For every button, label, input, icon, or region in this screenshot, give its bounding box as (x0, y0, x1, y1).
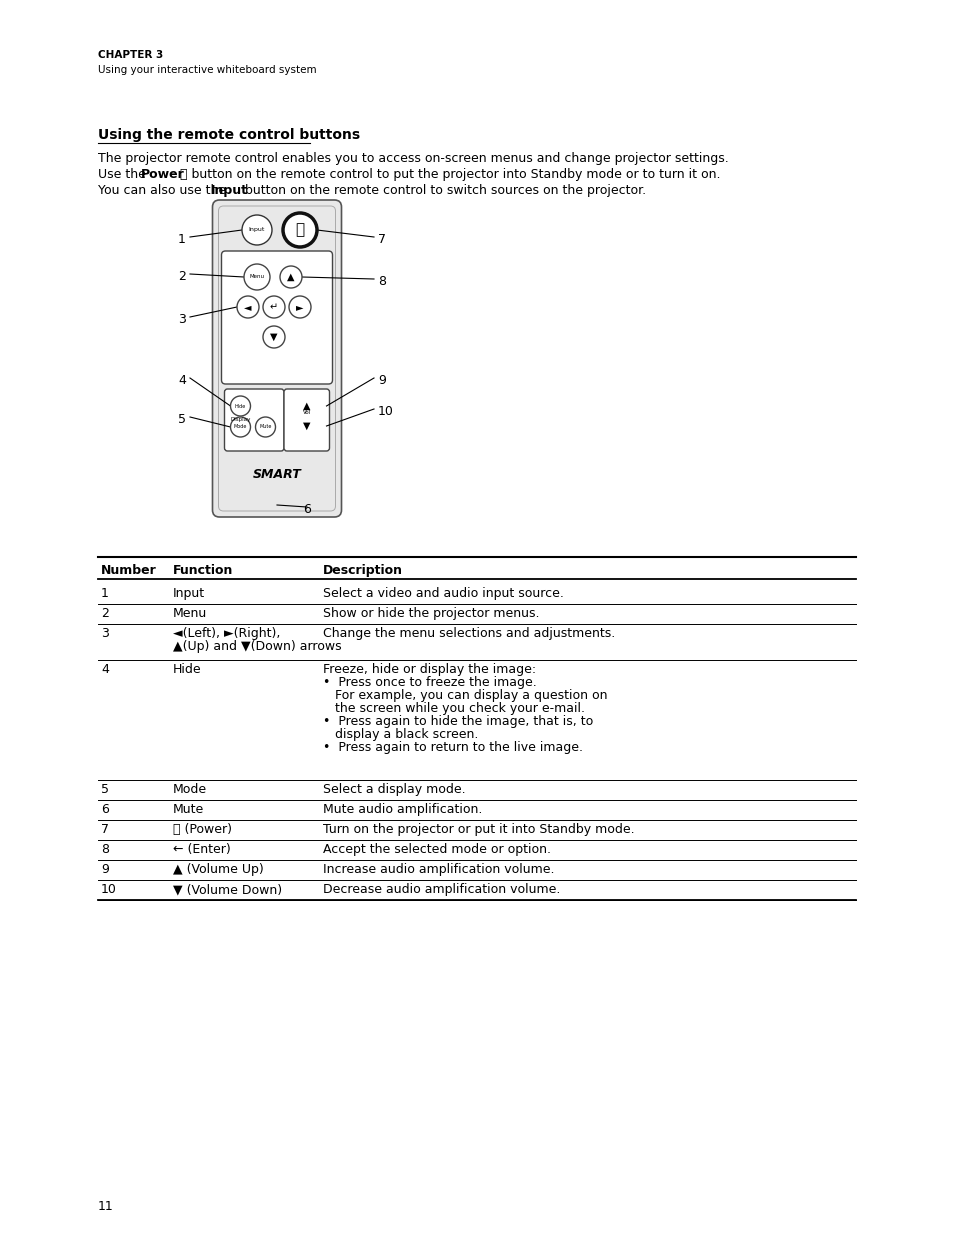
Text: 2: 2 (101, 606, 109, 620)
Text: ▼ (Volume Down): ▼ (Volume Down) (172, 883, 282, 897)
Circle shape (231, 417, 251, 437)
FancyBboxPatch shape (213, 200, 341, 517)
Circle shape (231, 396, 251, 416)
Text: •  Press again to hide the image, that is, to: • Press again to hide the image, that is… (323, 715, 593, 727)
Text: ↵: ↵ (270, 303, 277, 312)
Text: CHAPTER 3: CHAPTER 3 (98, 49, 163, 61)
Text: 2: 2 (178, 270, 186, 283)
Text: Mute: Mute (259, 425, 272, 430)
Circle shape (280, 266, 302, 288)
Text: Turn on the projector or put it into Standby mode.: Turn on the projector or put it into Sta… (323, 823, 634, 836)
Text: ▼: ▼ (270, 332, 277, 342)
Text: display a black screen.: display a black screen. (323, 727, 477, 741)
Text: Mute: Mute (172, 803, 204, 816)
Text: Use the: Use the (98, 168, 150, 182)
Text: Change the menu selections and adjustments.: Change the menu selections and adjustmen… (323, 627, 615, 640)
Text: the screen while you check your e-mail.: the screen while you check your e-mail. (323, 701, 584, 715)
Text: Using your interactive whiteboard system: Using your interactive whiteboard system (98, 65, 316, 75)
Text: 7: 7 (101, 823, 109, 836)
Text: Mute audio amplification.: Mute audio amplification. (323, 803, 482, 816)
Text: Input: Input (211, 184, 248, 198)
Text: 3: 3 (178, 312, 186, 326)
FancyBboxPatch shape (284, 389, 329, 451)
Text: Select a video and audio input source.: Select a video and audio input source. (323, 587, 563, 600)
Text: 7: 7 (377, 233, 386, 246)
Text: Function: Function (172, 564, 233, 577)
Text: Menu: Menu (250, 274, 264, 279)
Text: Number: Number (101, 564, 156, 577)
Text: 5: 5 (178, 412, 186, 426)
Text: 9: 9 (101, 863, 109, 876)
Text: Mode: Mode (233, 425, 247, 430)
Circle shape (283, 212, 316, 247)
Text: 6: 6 (303, 503, 311, 516)
Text: Increase audio amplification volume.: Increase audio amplification volume. (323, 863, 554, 876)
Text: ⏽ button on the remote control to put the projector into Standby mode or to turn: ⏽ button on the remote control to put th… (175, 168, 720, 182)
Text: Select a display mode.: Select a display mode. (323, 783, 465, 797)
Circle shape (244, 264, 270, 290)
Text: 1: 1 (178, 233, 186, 246)
Text: 1: 1 (101, 587, 109, 600)
Text: •  Press again to return to the live image.: • Press again to return to the live imag… (323, 741, 582, 755)
Text: Input: Input (249, 227, 265, 232)
FancyBboxPatch shape (224, 389, 284, 451)
Text: Power: Power (141, 168, 185, 182)
Text: For example, you can display a question on: For example, you can display a question … (323, 689, 607, 701)
Text: ◄: ◄ (244, 303, 252, 312)
Text: ▼: ▼ (303, 421, 310, 431)
Text: You can also use the: You can also use the (98, 184, 230, 198)
Text: 11: 11 (98, 1200, 113, 1213)
Text: Display: Display (230, 417, 251, 422)
Text: 4: 4 (178, 374, 186, 387)
Text: The projector remote control enables you to access on-screen menus and change pr: The projector remote control enables you… (98, 152, 728, 165)
Circle shape (255, 417, 275, 437)
Text: Hide: Hide (234, 404, 246, 409)
Circle shape (263, 296, 285, 317)
Circle shape (263, 326, 285, 348)
Text: Freeze, hide or display the image:: Freeze, hide or display the image: (323, 663, 536, 676)
Text: ← (Enter): ← (Enter) (172, 844, 231, 856)
Text: 4: 4 (101, 663, 109, 676)
Circle shape (289, 296, 311, 317)
Text: 3: 3 (101, 627, 109, 640)
Text: •  Press once to freeze the image.: • Press once to freeze the image. (323, 676, 537, 689)
Text: 6: 6 (101, 803, 109, 816)
Text: Description: Description (323, 564, 402, 577)
Text: ◄(Left), ►(Right),: ◄(Left), ►(Right), (172, 627, 280, 640)
Circle shape (242, 215, 272, 245)
Circle shape (236, 296, 258, 317)
Text: button on the remote control to switch sources on the projector.: button on the remote control to switch s… (241, 184, 645, 198)
Text: 8: 8 (101, 844, 109, 856)
Text: ▲: ▲ (303, 401, 310, 411)
Text: ▲ (Volume Up): ▲ (Volume Up) (172, 863, 263, 876)
Text: ▲: ▲ (287, 272, 294, 282)
Text: ▲(Up) and ▼(Down) arrows: ▲(Up) and ▼(Down) arrows (172, 640, 341, 653)
Text: 8: 8 (377, 275, 386, 288)
Text: Input: Input (172, 587, 205, 600)
Text: Accept the selected mode or option.: Accept the selected mode or option. (323, 844, 551, 856)
Text: SMART: SMART (253, 468, 301, 482)
Text: 9: 9 (377, 374, 385, 387)
Text: 5: 5 (101, 783, 109, 797)
Text: Vol: Vol (302, 410, 311, 415)
Text: Decrease audio amplification volume.: Decrease audio amplification volume. (323, 883, 559, 897)
Text: 10: 10 (377, 405, 394, 417)
Text: ⏽ (Power): ⏽ (Power) (172, 823, 232, 836)
FancyBboxPatch shape (221, 251, 333, 384)
Text: Hide: Hide (172, 663, 201, 676)
Text: Show or hide the projector menus.: Show or hide the projector menus. (323, 606, 539, 620)
Text: 10: 10 (101, 883, 117, 897)
Text: Menu: Menu (172, 606, 207, 620)
Text: Using the remote control buttons: Using the remote control buttons (98, 128, 359, 142)
Text: Mode: Mode (172, 783, 207, 797)
Text: ⏽: ⏽ (295, 222, 304, 237)
Text: ►: ► (296, 303, 303, 312)
